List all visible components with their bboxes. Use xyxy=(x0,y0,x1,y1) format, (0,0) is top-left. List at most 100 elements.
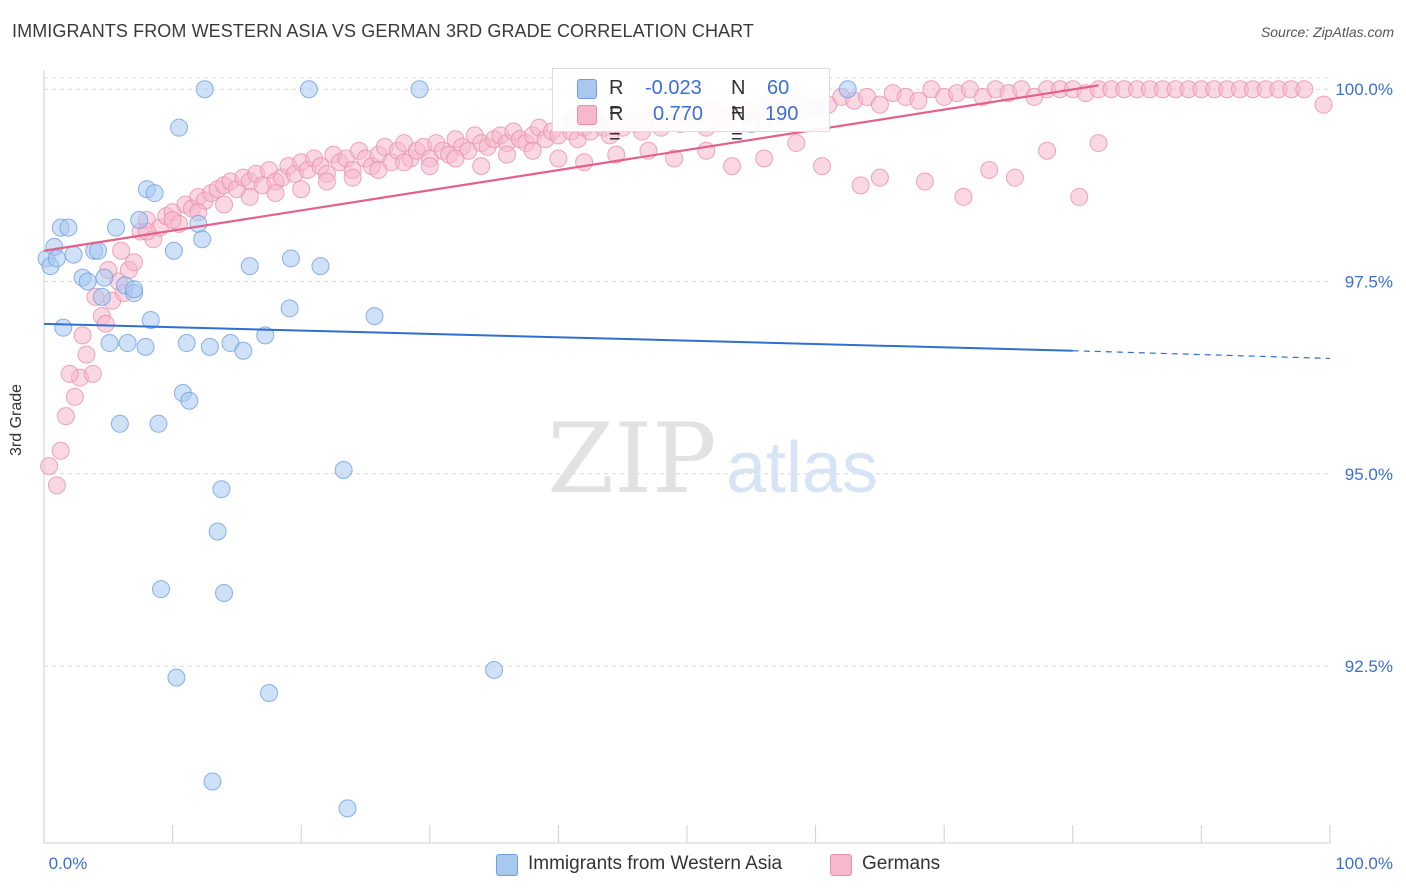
western-asia-point xyxy=(365,307,384,326)
western-asia-point xyxy=(145,184,164,203)
germans-point xyxy=(472,157,491,176)
chart-title: IMMIGRANTS FROM WESTERN ASIA VS GERMAN 3… xyxy=(12,21,755,41)
germans-point xyxy=(420,157,439,176)
legend-label: Germans xyxy=(862,853,941,874)
n-label: N = xyxy=(731,77,746,122)
germans-point xyxy=(665,149,684,168)
germans-point xyxy=(497,145,516,164)
western-asia-point xyxy=(240,257,259,276)
germans-point xyxy=(1070,187,1089,206)
stats-legend: R = -0.023 N = 60 R = 0.770 N = 190 xyxy=(552,68,830,148)
germans-point xyxy=(56,407,75,426)
germans-point xyxy=(73,326,92,345)
r-label: R = xyxy=(609,77,624,122)
germans-point xyxy=(607,145,626,164)
western-asia-trendline xyxy=(43,322,1073,352)
western-asia-point xyxy=(110,414,129,433)
western-asia-point xyxy=(59,218,78,237)
germans-point xyxy=(163,210,182,229)
western-asia-point xyxy=(195,80,214,99)
tick-labels: 92.5% 95.0% 97.5% 100.0% 0.0% 100.0% xyxy=(49,80,1393,873)
western-asia-point xyxy=(311,257,330,276)
germans-point xyxy=(909,91,928,110)
germans-point xyxy=(954,187,973,206)
germans-point xyxy=(125,253,144,272)
germans-point xyxy=(77,345,96,364)
trend-lines xyxy=(43,84,1331,360)
germans-point xyxy=(47,476,66,495)
western-asia-point xyxy=(100,334,119,353)
western-asia-point xyxy=(180,391,199,410)
germans-point xyxy=(813,157,832,176)
data-points xyxy=(37,80,1333,818)
germans-point xyxy=(40,457,59,476)
n-value: 190 xyxy=(765,103,799,125)
western-asia-point xyxy=(189,214,208,233)
western-asia-point xyxy=(203,772,222,791)
western-asia-point xyxy=(78,272,97,291)
western-asia-point xyxy=(152,580,171,599)
germans-point xyxy=(240,187,259,206)
western-asia-point xyxy=(47,249,66,268)
western-asia-point xyxy=(54,318,73,337)
germans-point xyxy=(1089,134,1108,153)
series-legend: Immigrants from Western Asia Germans xyxy=(0,852,1406,878)
western-asia-point xyxy=(170,118,189,137)
germans-point xyxy=(65,387,84,406)
germans-point xyxy=(112,241,131,260)
germans-point xyxy=(1005,168,1024,187)
germans-point xyxy=(446,149,465,168)
germans-point xyxy=(1295,80,1314,99)
western-asia-point xyxy=(141,310,160,329)
germans-trendline xyxy=(43,84,1099,252)
germans-point xyxy=(343,168,362,187)
western-asia-point xyxy=(215,584,234,603)
pink-swatch xyxy=(577,105,597,125)
western-asia-point xyxy=(281,249,300,268)
germans-point xyxy=(787,134,806,153)
legend-label: Immigrants from Western Asia xyxy=(528,853,783,874)
germans-point xyxy=(870,95,889,114)
western-asia-point xyxy=(125,280,144,299)
germans-point xyxy=(549,149,568,168)
germans-point xyxy=(575,153,594,172)
western-asia-point xyxy=(838,80,857,99)
western-asia-point xyxy=(107,218,126,237)
germans-point xyxy=(870,168,889,187)
axes xyxy=(43,70,1331,844)
blue-swatch xyxy=(496,854,518,876)
source-label: Source: ZipAtlas.com xyxy=(1260,24,1394,40)
western-asia-point xyxy=(136,337,155,356)
y-tick-label: 95.0% xyxy=(1345,465,1393,484)
germans-point xyxy=(83,364,102,383)
western-asia-point xyxy=(280,299,299,318)
germans-point xyxy=(369,160,388,179)
gridlines xyxy=(44,77,1330,667)
germans-point xyxy=(215,195,234,214)
x-tick-label: 0.0% xyxy=(49,854,88,873)
germans-point xyxy=(915,172,934,191)
western-asia-point xyxy=(260,684,279,703)
western-asia-point xyxy=(256,326,275,345)
r-value: 0.770 xyxy=(653,103,704,125)
y-tick-label: 92.5% xyxy=(1345,657,1393,676)
germans-point xyxy=(523,141,542,160)
watermark: ZIP atlas xyxy=(547,403,878,515)
western-asia-point xyxy=(149,414,168,433)
western-asia-point xyxy=(299,80,318,99)
western-asia-point xyxy=(167,668,186,687)
western-asia-point xyxy=(95,268,114,287)
western-asia-point xyxy=(410,80,429,99)
western-asia-point xyxy=(164,241,183,260)
watermark-zip: ZIP xyxy=(547,403,716,515)
x-tick-label: 100.0% xyxy=(1335,854,1393,873)
germans-point xyxy=(1038,141,1057,160)
germans-point xyxy=(60,364,79,383)
y-tick-label: 100.0% xyxy=(1335,80,1393,99)
western-asia-point xyxy=(64,245,83,264)
germans-point xyxy=(395,153,414,172)
y-axis-label: 3rd Grade xyxy=(8,383,25,456)
western-asia-point xyxy=(118,334,137,353)
germans-point xyxy=(1314,95,1333,114)
germans-point xyxy=(51,441,70,460)
